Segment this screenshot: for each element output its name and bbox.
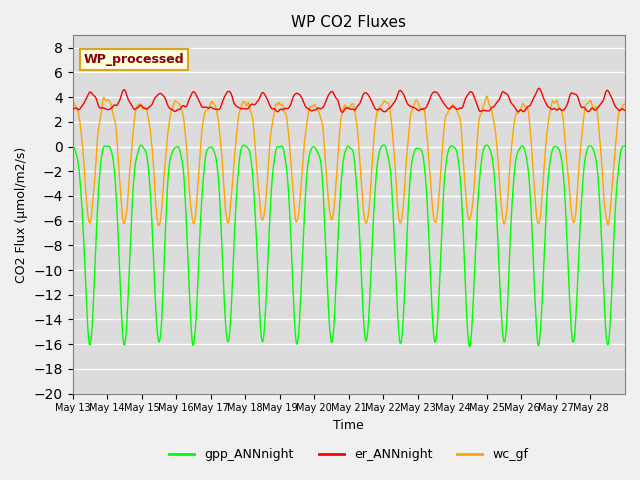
Title: WP CO2 Fluxes: WP CO2 Fluxes [291, 15, 406, 30]
Y-axis label: CO2 Flux (μmol/m2/s): CO2 Flux (μmol/m2/s) [15, 146, 28, 283]
Legend: gpp_ANNnight, er_ANNnight, wc_gf: gpp_ANNnight, er_ANNnight, wc_gf [164, 443, 533, 466]
X-axis label: Time: Time [333, 419, 364, 432]
Text: WP_processed: WP_processed [84, 53, 184, 66]
